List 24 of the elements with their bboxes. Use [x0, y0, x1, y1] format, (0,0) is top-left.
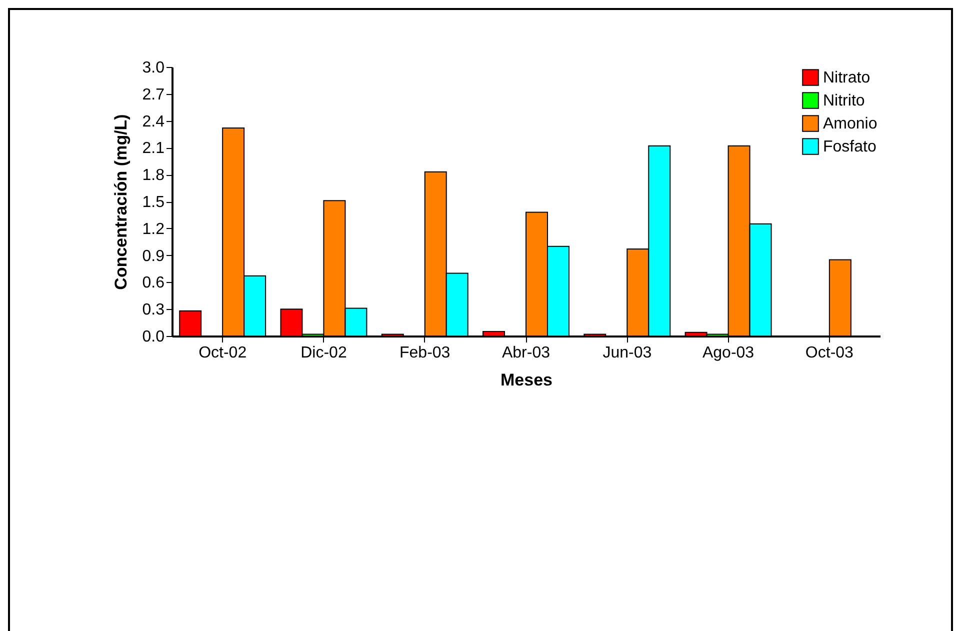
x-tick-label: Dic-02: [300, 344, 347, 362]
x-axis-title: Meses: [500, 370, 552, 390]
y-tick-label: 0.0: [142, 328, 165, 346]
x-tick-label: Oct-03: [805, 344, 854, 362]
y-tick-label: 2.4: [142, 113, 165, 130]
legend-label: Nitrato: [823, 70, 870, 86]
x-tick-label: Feb-03: [400, 344, 450, 362]
y-tick-label: 1.8: [142, 167, 165, 184]
x-tick-label: Abr-03: [502, 344, 550, 362]
y-tick-label: 3.0: [142, 60, 165, 76]
y-axis-title: Concentración (mg/L): [111, 114, 130, 290]
y-tick-label: 0.9: [142, 248, 165, 265]
x-tick-label: Oct-02: [198, 344, 247, 362]
y-tick-label: 2.1: [142, 140, 165, 158]
y-tick-label: 0.3: [142, 302, 165, 319]
legend-label: Nitrito: [823, 92, 865, 110]
y-tick-label: 1.2: [142, 220, 165, 238]
legend-label: Fosfato: [823, 138, 876, 156]
x-tick-label: Jun-03: [602, 344, 652, 362]
x-tick-label: Ago-03: [702, 344, 754, 362]
y-tick-label: 2.7: [142, 86, 165, 104]
y-tick-label: 1.5: [142, 194, 165, 211]
legend-label: Amonio: [823, 116, 878, 132]
y-tick-label: 0.6: [142, 274, 165, 292]
